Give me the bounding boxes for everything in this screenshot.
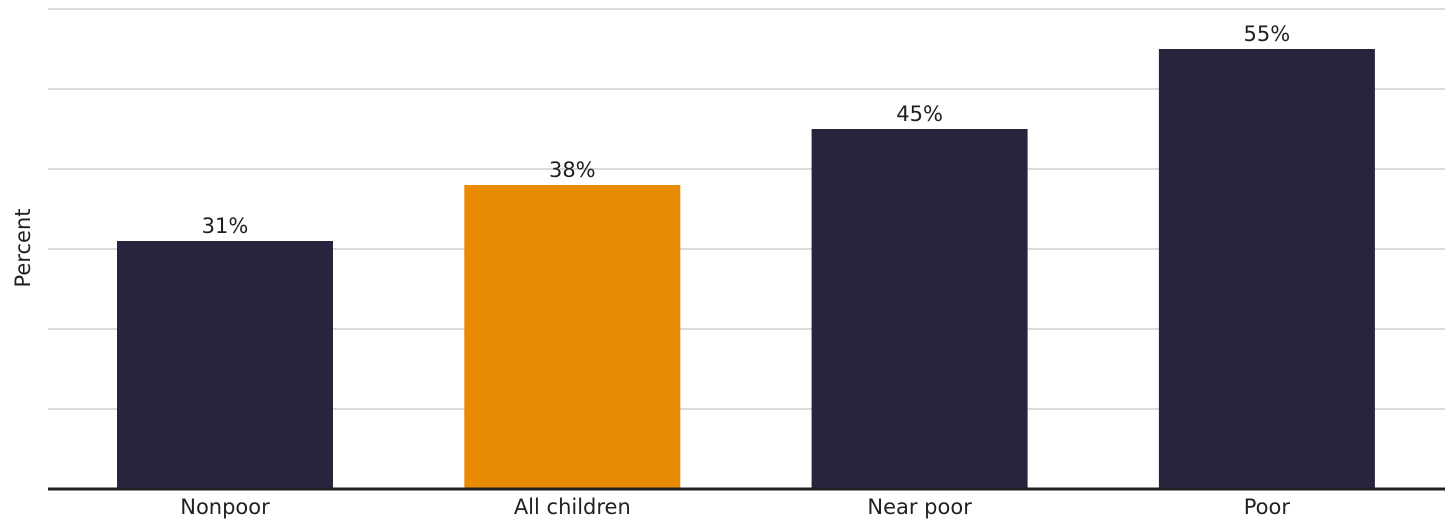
category-label: All children bbox=[514, 495, 631, 519]
value-labels: 31% 38% 45% 55% bbox=[202, 22, 1291, 238]
bar-poor bbox=[1158, 49, 1375, 489]
category-label: Near poor bbox=[867, 495, 972, 519]
value-label: 55% bbox=[1244, 22, 1291, 46]
category-labels: Nonpoor All children Near poor Poor bbox=[180, 495, 1290, 519]
category-label: Poor bbox=[1244, 495, 1291, 519]
bar-near-poor bbox=[811, 129, 1028, 489]
value-label: 45% bbox=[896, 102, 943, 126]
value-label: 38% bbox=[549, 158, 596, 182]
bar-nonpoor bbox=[117, 241, 333, 489]
category-label: Nonpoor bbox=[180, 495, 270, 519]
bars bbox=[117, 49, 1375, 489]
bar-all-children bbox=[464, 185, 681, 489]
value-label: 31% bbox=[202, 214, 249, 238]
y-axis-title: Percent bbox=[11, 208, 35, 287]
